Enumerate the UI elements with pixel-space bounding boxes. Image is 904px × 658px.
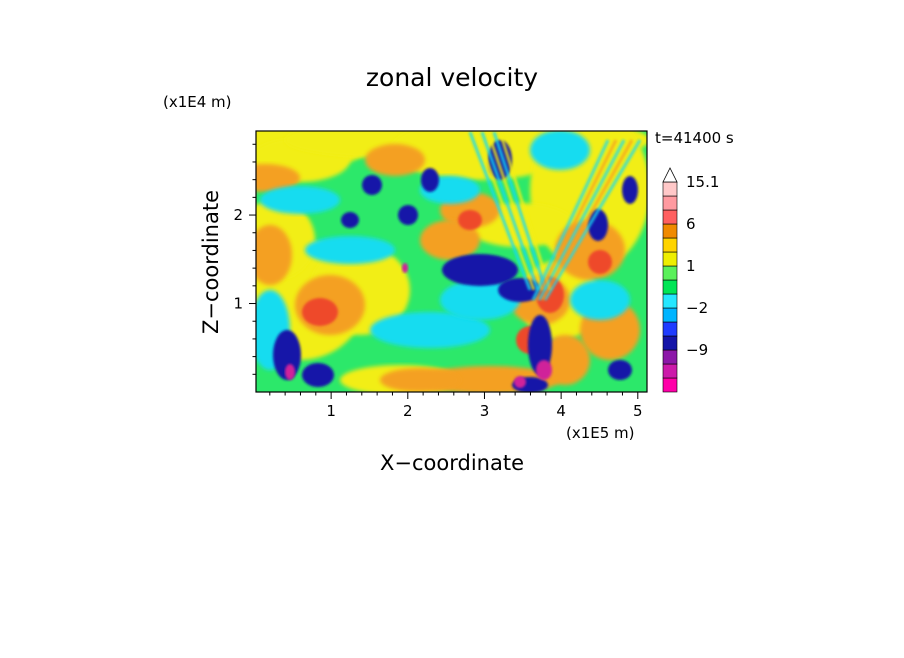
field-contour-12 xyxy=(256,164,300,192)
field-contour-24 xyxy=(302,298,338,326)
field-contour-34 xyxy=(305,236,395,264)
field-contour-54 xyxy=(402,263,408,273)
y-tick-label: 2 xyxy=(233,206,243,224)
wave-streak-right-1 xyxy=(540,139,634,301)
field-contour-27 xyxy=(458,210,482,230)
colorbar: 15.1 6 1 −2 −9 xyxy=(662,167,719,393)
field-contour-30 xyxy=(260,186,340,214)
x-unit-label: (x1E5 m) xyxy=(566,424,635,442)
wave-streak-0 xyxy=(468,131,532,291)
field-contour-44 xyxy=(302,363,334,387)
colorbar-swatch-11 xyxy=(662,223,678,239)
field-contour-32 xyxy=(570,280,630,320)
colorbar-swatch-10 xyxy=(662,237,678,253)
wave-streak-2 xyxy=(480,131,540,291)
colorbar-swatch-3 xyxy=(662,335,678,351)
colorbar-swatch-12 xyxy=(662,209,678,225)
field-contour-41 xyxy=(421,168,439,192)
colorbar-swatch-1 xyxy=(662,363,678,379)
wave-streak-right-2 xyxy=(537,139,626,301)
x-tick-label: 1 xyxy=(326,402,336,420)
field-contour-40 xyxy=(398,205,418,225)
velocity-field xyxy=(256,131,647,392)
x-axis-label: X−coordinate xyxy=(380,451,524,475)
colorbar-label: 6 xyxy=(686,215,696,233)
field-contour-37 xyxy=(442,254,518,286)
field-contour-49 xyxy=(608,360,632,380)
time-label: t=41400 s xyxy=(655,129,734,147)
wave-streak-5 xyxy=(498,131,552,291)
field-contour-21 xyxy=(420,220,480,260)
wave-streak-3 xyxy=(486,131,544,291)
colorbar-swatch-13 xyxy=(662,195,678,211)
x-axis: 1 2 3 4 5 xyxy=(269,392,643,420)
field-contour-29 xyxy=(370,312,490,348)
colorbar-swatch-8 xyxy=(662,265,678,281)
field-contour-52 xyxy=(285,364,295,380)
field-contour-16 xyxy=(256,225,292,285)
colorbar-label: 1 xyxy=(686,257,696,275)
chart-title: zonal velocity xyxy=(366,63,538,92)
colorbar-swatch-4 xyxy=(662,321,678,337)
colorbar-label: 15.1 xyxy=(686,173,719,191)
colorbar-swatch-0 xyxy=(662,377,678,393)
colorbar-swatch-6 xyxy=(662,293,678,309)
field-contour-23 xyxy=(540,335,590,385)
y-tick-label: 1 xyxy=(233,295,243,313)
wave-streak-right-0 xyxy=(543,139,642,301)
field-contour-26 xyxy=(588,250,612,274)
y-unit-label: (x1E4 m) xyxy=(163,93,232,111)
y-axis: 12 xyxy=(233,143,256,375)
colorbar-swatch-7 xyxy=(662,279,678,295)
field-contour-51 xyxy=(536,360,552,380)
wave-streak-right-3 xyxy=(534,139,618,301)
colorbar-swatch-14 xyxy=(662,181,678,197)
colorbar-label: −9 xyxy=(686,341,708,359)
x-tick-label: 4 xyxy=(556,402,566,420)
colorbar-swatch-5 xyxy=(662,307,678,323)
colorbar-label: −2 xyxy=(686,299,708,317)
field-contour-50 xyxy=(341,212,359,228)
field-contour-47 xyxy=(622,176,638,204)
field-contour-35 xyxy=(530,131,590,170)
field-contour-22 xyxy=(380,368,460,392)
colorbar-swatch-2 xyxy=(662,349,678,365)
colorbar-max-arrow xyxy=(662,167,678,183)
x-tick-label: 3 xyxy=(480,402,490,420)
wave-streak-1 xyxy=(474,131,536,291)
wave-streak-right-4 xyxy=(531,139,610,301)
field-contour-13 xyxy=(365,144,425,176)
x-tick-label: 5 xyxy=(633,402,643,420)
field-contour-53 xyxy=(514,376,526,388)
colorbar-swatch-9 xyxy=(662,251,678,267)
field-contour-45 xyxy=(528,315,552,375)
y-axis-label: Z−coordinate xyxy=(199,190,223,334)
x-tick-label: 2 xyxy=(403,402,413,420)
field-contour-39 xyxy=(362,175,382,195)
plot-frame xyxy=(255,130,648,393)
wave-streak-4 xyxy=(492,131,548,291)
